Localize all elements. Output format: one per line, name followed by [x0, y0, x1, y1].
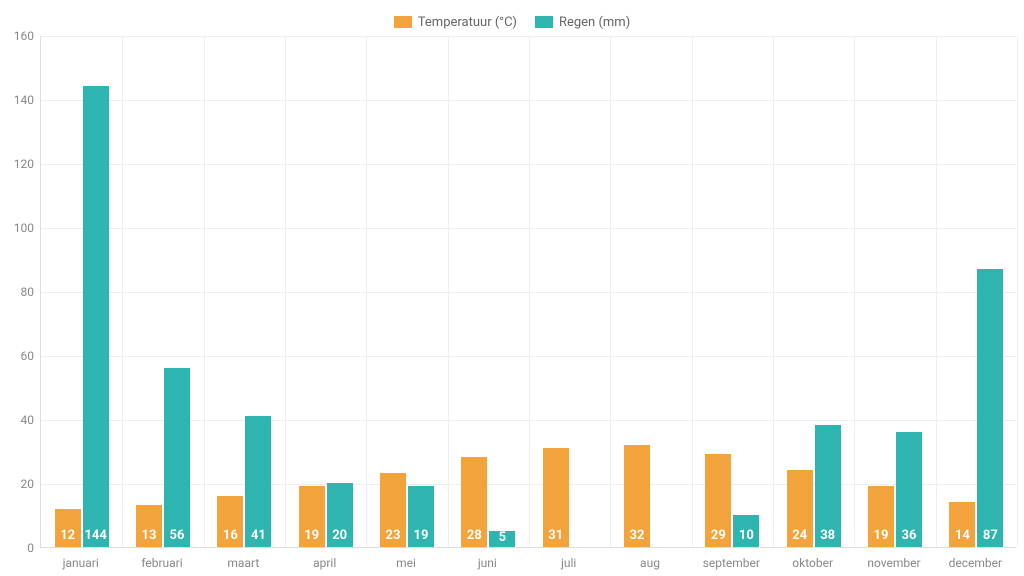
gridline-v [448, 36, 449, 547]
bar-value-label: 13 [136, 528, 162, 543]
bar-value-label: 19 [299, 528, 325, 543]
legend-label: Regen (mm) [559, 15, 630, 30]
y-tick-label: 160 [0, 29, 34, 43]
gridline-v [529, 36, 530, 547]
gridline-v [610, 36, 611, 547]
bar[interactable]: 5 [489, 531, 515, 547]
bar-value-label: 87 [977, 528, 1003, 543]
bar[interactable]: 13 [136, 505, 162, 547]
climate-chart: Temperatuur (°C) Regen (mm) 12144 1356 1641… [0, 0, 1024, 576]
y-tick-label: 0 [0, 541, 34, 555]
bar-value-label: 12 [55, 528, 81, 543]
bar[interactable]: 144 [83, 86, 109, 547]
bar-value-label: 16 [217, 528, 243, 543]
bar-value-label: 41 [245, 528, 271, 543]
x-tick-label: februari [141, 556, 182, 570]
x-tick-label: mei [396, 556, 416, 570]
y-tick-label: 140 [0, 93, 34, 107]
legend-item[interactable]: Regen (mm) [535, 15, 630, 30]
bar[interactable]: 87 [977, 269, 1003, 547]
bar-value-label: 20 [327, 528, 353, 543]
bar-value-label: 56 [164, 528, 190, 543]
bar[interactable]: 20 [327, 483, 353, 547]
x-tick-label: januari [63, 556, 99, 570]
gridline-v [773, 36, 774, 547]
bar-value-label: 10 [733, 528, 759, 543]
gridline-v [285, 36, 286, 547]
gridline-v [936, 36, 937, 547]
x-tick-label: aug [640, 556, 660, 570]
y-tick-label: 100 [0, 221, 34, 235]
gridline-v [366, 36, 367, 547]
bar[interactable]: 24 [787, 470, 813, 547]
y-tick-label: 80 [0, 285, 34, 299]
bar-value-label: 24 [787, 528, 813, 543]
bar[interactable]: 19 [299, 486, 325, 547]
bar[interactable]: 12 [55, 509, 81, 547]
bar[interactable]: 16 [217, 496, 243, 547]
gridline-v [204, 36, 205, 547]
x-tick-label: maart [227, 556, 259, 570]
bar-value-label: 28 [461, 528, 487, 543]
gridline-v [692, 36, 693, 547]
legend: Temperatuur (°C) Regen (mm) [8, 8, 1016, 36]
y-tick-label: 20 [0, 477, 34, 491]
bar-value-label: 23 [380, 528, 406, 543]
bar[interactable]: 23 [380, 473, 406, 547]
y-tick-label: 60 [0, 349, 34, 363]
bar-value-label: 38 [815, 528, 841, 543]
x-tick-label: oktober [792, 556, 833, 570]
bar-value-label: 19 [868, 528, 894, 543]
bar-value-label: 19 [408, 528, 434, 543]
plot-area: 1214413561641192023192853103202910243819… [40, 36, 1016, 548]
bar[interactable]: 31 [543, 448, 569, 547]
y-tick-label: 40 [0, 413, 34, 427]
bar[interactable]: 28 [461, 457, 487, 547]
bar[interactable]: 29 [705, 454, 731, 547]
bar-value-label: 32 [624, 528, 650, 543]
bar[interactable]: 14 [949, 502, 975, 547]
legend-label: Temperatuur (°C) [418, 15, 517, 30]
bar[interactable]: 32 [624, 445, 650, 547]
bar[interactable]: 19 [868, 486, 894, 547]
x-tick-label: september [703, 556, 760, 570]
x-tick-label: december [949, 556, 1002, 570]
x-tick-label: juni [478, 556, 497, 570]
bar[interactable]: 38 [815, 425, 841, 547]
bar-value-label: 14 [949, 528, 975, 543]
bar-value-label: 31 [543, 528, 569, 543]
legend-swatch [394, 16, 412, 28]
bar-value-label: 5 [489, 530, 515, 545]
x-tick-label: november [867, 556, 920, 570]
legend-item[interactable]: Temperatuur (°C) [394, 15, 517, 30]
y-tick-label: 120 [0, 157, 34, 171]
gridline-v [854, 36, 855, 547]
bar-value-label: 36 [896, 528, 922, 543]
bar[interactable]: 36 [896, 432, 922, 547]
bar[interactable]: 41 [245, 416, 271, 547]
x-tick-label: juli [561, 556, 576, 570]
x-tick-label: april [313, 556, 336, 570]
gridline-v [122, 36, 123, 547]
gridline-v [1017, 36, 1018, 547]
bar-value-label: 144 [83, 528, 109, 543]
bar[interactable]: 19 [408, 486, 434, 547]
bar[interactable]: 10 [733, 515, 759, 547]
bar[interactable]: 56 [164, 368, 190, 547]
bar-value-label: 29 [705, 528, 731, 543]
bar-value-label: 0 [571, 530, 597, 545]
bar-value-label: 0 [652, 530, 678, 545]
legend-swatch [535, 16, 553, 28]
